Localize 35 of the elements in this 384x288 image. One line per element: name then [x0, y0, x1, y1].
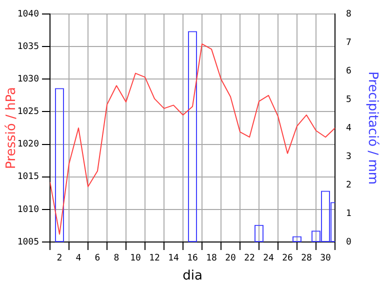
y2-tick-label: 2	[346, 180, 352, 190]
y2-tick-label: 5	[346, 94, 352, 105]
y2-tick-label: 8	[346, 9, 352, 20]
y-tick-label: 1010	[17, 204, 39, 215]
y2-tick-label: 3	[346, 152, 352, 162]
y2-tick-label: 7	[346, 38, 352, 48]
x-tick-label: 16	[187, 254, 198, 264]
x-tick-label: 30	[320, 254, 331, 264]
y-tick-label: 1015	[17, 172, 39, 182]
x-tick-label: 26	[282, 254, 293, 264]
x-tick-label: 8	[114, 254, 120, 264]
y2-axis-title: Precipitació / mm	[364, 71, 380, 185]
y2-tick-label: 1	[346, 208, 352, 219]
y2-tick-label: 0	[346, 237, 352, 248]
x-tick-label: 14	[168, 254, 179, 264]
y-tick-label: 1035	[17, 42, 39, 52]
y-tick-label: 1040	[17, 9, 39, 20]
x-tick-label: 20	[225, 254, 236, 264]
x-tick-label: 18	[206, 254, 217, 264]
y-tick-label: 1005	[17, 237, 39, 248]
x-tick-label: 6	[94, 254, 100, 264]
y-tick-label: 1030	[17, 74, 39, 84]
x-tick-label: 10	[130, 254, 141, 264]
x-tick-label: 4	[76, 254, 82, 264]
y-axis-title: Pressió / hPa	[4, 87, 20, 169]
y-tick-label: 1025	[17, 107, 39, 118]
x-tick-label: 2	[56, 254, 62, 264]
y-tick-label: 1020	[17, 140, 39, 150]
x-tick-label: 12	[149, 254, 160, 264]
y2-tick-label: 4	[346, 123, 352, 134]
x-tick-label: 28	[301, 254, 312, 264]
x-axis-title: dia	[182, 268, 202, 284]
y2-tick-label: 6	[346, 66, 352, 76]
x-tick-label: 24	[263, 254, 274, 264]
x-tick-label: 22	[244, 254, 255, 264]
